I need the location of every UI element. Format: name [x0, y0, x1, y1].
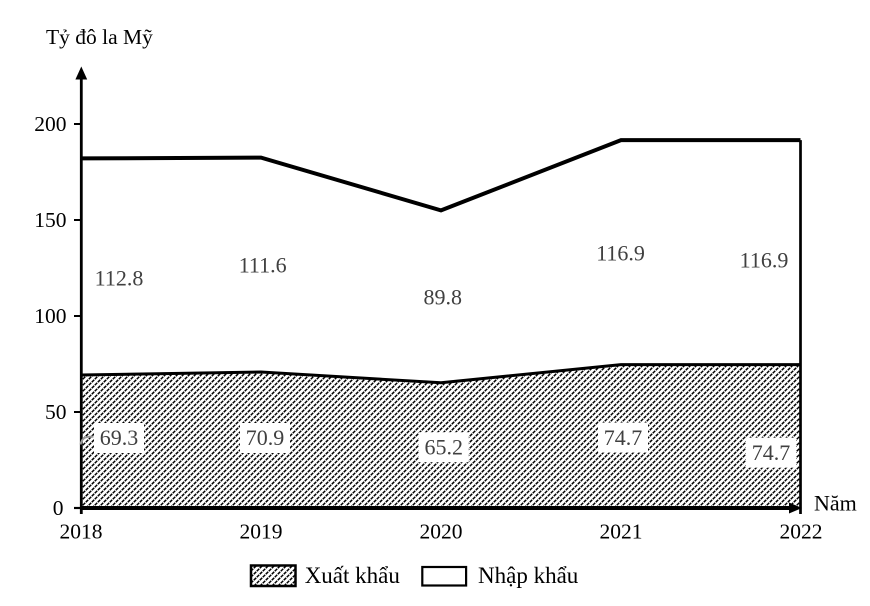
svg-text:Nhập khẩu: Nhập khẩu — [478, 563, 579, 588]
svg-text:70.9: 70.9 — [246, 425, 285, 450]
svg-text:74.7: 74.7 — [604, 425, 643, 450]
svg-text:74.7: 74.7 — [752, 440, 791, 465]
svg-text:111.6: 111.6 — [239, 253, 287, 278]
svg-text:65.2: 65.2 — [425, 434, 464, 459]
svg-text:50: 50 — [45, 400, 67, 424]
svg-text:200: 200 — [34, 112, 66, 136]
svg-text:116.9: 116.9 — [740, 248, 789, 273]
svg-text:100: 100 — [34, 304, 66, 328]
svg-text:2020: 2020 — [420, 520, 463, 544]
svg-text:Tỷ đô la Mỹ: Tỷ đô la Mỹ — [46, 25, 153, 49]
svg-text:Năm: Năm — [814, 491, 857, 516]
svg-text:2022: 2022 — [780, 520, 823, 544]
svg-text:2021: 2021 — [600, 520, 643, 544]
svg-text:89.8: 89.8 — [424, 285, 463, 310]
svg-text:2018: 2018 — [60, 520, 103, 544]
svg-text:116.9: 116.9 — [596, 240, 645, 265]
svg-text:69.3: 69.3 — [100, 425, 139, 450]
svg-text:150: 150 — [34, 208, 66, 232]
svg-text:2019: 2019 — [240, 520, 283, 544]
svg-text:112.8: 112.8 — [95, 266, 144, 291]
svg-text:Xuất khẩu: Xuất khẩu — [305, 563, 401, 588]
svg-text:0: 0 — [53, 496, 64, 520]
